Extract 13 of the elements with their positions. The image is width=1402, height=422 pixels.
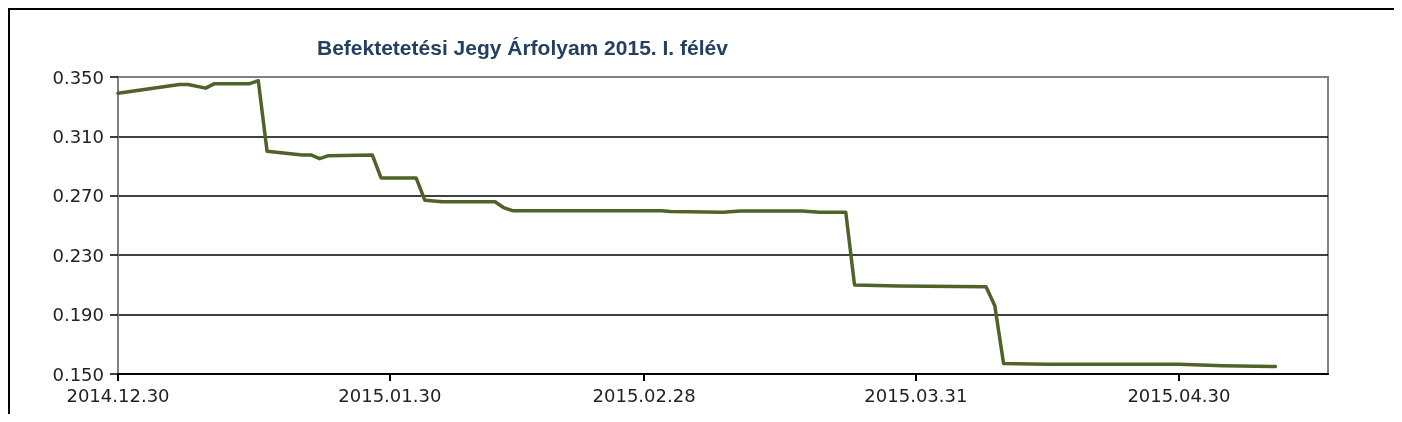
y-tick-label: 0.150 [52, 363, 104, 385]
y-tick-label: 0.190 [52, 304, 104, 326]
y-tick-label: 0.230 [52, 244, 104, 266]
y-tick-label: 0.270 [52, 185, 104, 207]
line-series [116, 78, 1278, 369]
x-tick-label: 2015.02.28 [592, 384, 696, 406]
y-tick-label: 0.350 [52, 66, 104, 88]
chart-title: Befektetetési Jegy Árfolyam 2015. I. félév [317, 36, 729, 59]
x-tick-label: 2015.04.30 [1127, 384, 1231, 406]
x-tick-label: 2014.12.30 [66, 384, 170, 406]
x-tick-label: 2015.01.30 [338, 384, 442, 406]
x-tick-label: 2015.03.31 [864, 384, 968, 406]
y-tick-label: 0.310 [52, 125, 104, 147]
